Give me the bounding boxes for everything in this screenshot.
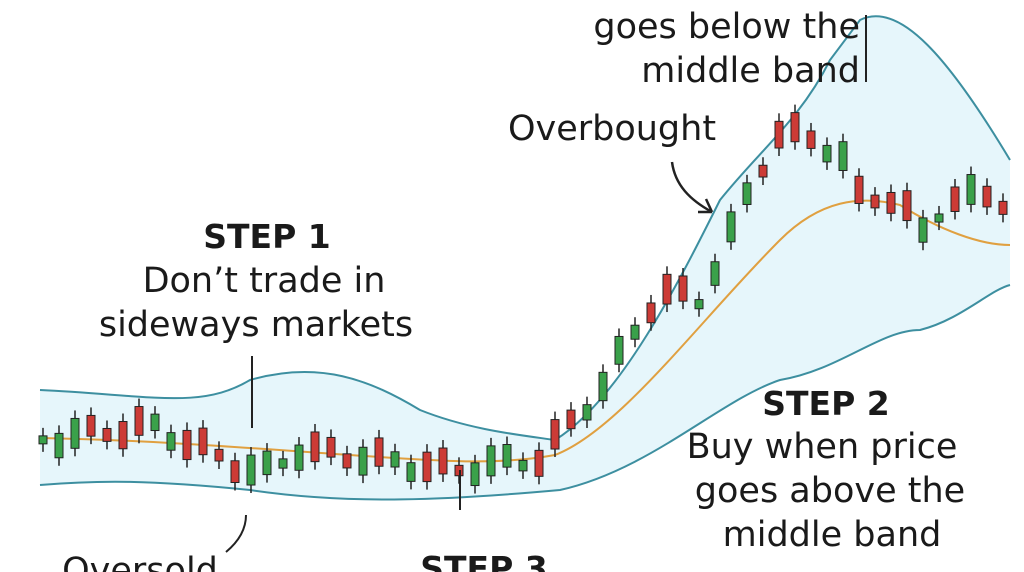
candle-part bbox=[102, 427, 112, 442]
note: Overbought bbox=[508, 109, 716, 149]
candle-part bbox=[198, 427, 208, 456]
candle-part bbox=[230, 460, 240, 484]
candle-part bbox=[678, 275, 688, 302]
candle-part bbox=[966, 174, 976, 205]
candle-part bbox=[38, 435, 48, 445]
candle-part bbox=[438, 447, 448, 475]
step-heading: STEP 2 bbox=[762, 384, 889, 423]
candle-part bbox=[822, 144, 832, 163]
step-text: sideways markets bbox=[99, 305, 413, 345]
step-text: goes above the bbox=[695, 471, 965, 511]
pointer-line bbox=[225, 514, 247, 553]
candle-part bbox=[166, 432, 176, 451]
candle-part bbox=[806, 130, 816, 149]
candle-part bbox=[86, 414, 96, 437]
arrow-head bbox=[698, 198, 714, 214]
arrow bbox=[670, 161, 713, 214]
candle-part bbox=[918, 217, 928, 243]
candle-part bbox=[550, 419, 560, 450]
candle-part bbox=[646, 302, 656, 324]
candle-part bbox=[934, 213, 944, 223]
candle-part bbox=[742, 182, 752, 205]
candle-part bbox=[758, 164, 768, 178]
candle-part bbox=[598, 371, 608, 402]
candle-part bbox=[630, 324, 640, 340]
candle-part bbox=[854, 175, 864, 204]
candle-part bbox=[518, 459, 528, 472]
candle-part bbox=[870, 194, 880, 209]
note: goes below the bbox=[593, 7, 860, 47]
candle-part bbox=[886, 191, 896, 214]
candle-part bbox=[662, 273, 672, 305]
step-text: middle band bbox=[723, 515, 942, 555]
candle-part bbox=[486, 445, 496, 477]
candles bbox=[38, 104, 1008, 494]
lower-band bbox=[39, 284, 1011, 501]
candle-part bbox=[294, 444, 304, 471]
step-heading: STEP 3 bbox=[420, 549, 547, 572]
candle-part bbox=[998, 200, 1008, 215]
candle-part bbox=[694, 299, 704, 310]
candle-part bbox=[150, 413, 160, 432]
candle-part bbox=[470, 462, 480, 487]
candle-part bbox=[582, 404, 592, 421]
candle-part bbox=[310, 431, 320, 463]
candle-part bbox=[726, 211, 736, 243]
candle-part bbox=[342, 453, 352, 469]
candle-part bbox=[950, 186, 960, 212]
candle-part bbox=[374, 437, 384, 467]
candle-part bbox=[614, 335, 624, 365]
candle-part bbox=[214, 448, 224, 462]
candle-part bbox=[774, 120, 784, 149]
note: middle band bbox=[641, 51, 860, 91]
candle-part bbox=[406, 462, 416, 482]
band-fill bbox=[40, 16, 1010, 500]
candle-part bbox=[134, 406, 144, 436]
candle-part bbox=[534, 449, 544, 477]
step-text: Don’t trade in bbox=[143, 261, 386, 301]
candle-part bbox=[790, 112, 800, 143]
candle-part bbox=[358, 446, 368, 476]
note: Oversold bbox=[62, 551, 218, 572]
candle-part bbox=[390, 451, 400, 468]
candle-part bbox=[246, 454, 256, 486]
candle-part bbox=[70, 417, 80, 449]
candle-part bbox=[54, 432, 64, 459]
candle-part bbox=[262, 450, 272, 476]
candle-part bbox=[502, 444, 512, 468]
candle-part bbox=[422, 451, 432, 483]
step-text: Buy when price bbox=[687, 427, 958, 467]
candle-part bbox=[278, 458, 288, 469]
candle-part bbox=[982, 185, 992, 208]
candle-part bbox=[838, 141, 848, 171]
step-heading: STEP 1 bbox=[203, 217, 330, 256]
candle-part bbox=[710, 261, 720, 286]
candle-part bbox=[902, 190, 912, 222]
candle-part bbox=[326, 436, 336, 458]
candle-part bbox=[118, 421, 128, 450]
candle-part bbox=[566, 409, 576, 430]
candle-part bbox=[182, 429, 192, 461]
